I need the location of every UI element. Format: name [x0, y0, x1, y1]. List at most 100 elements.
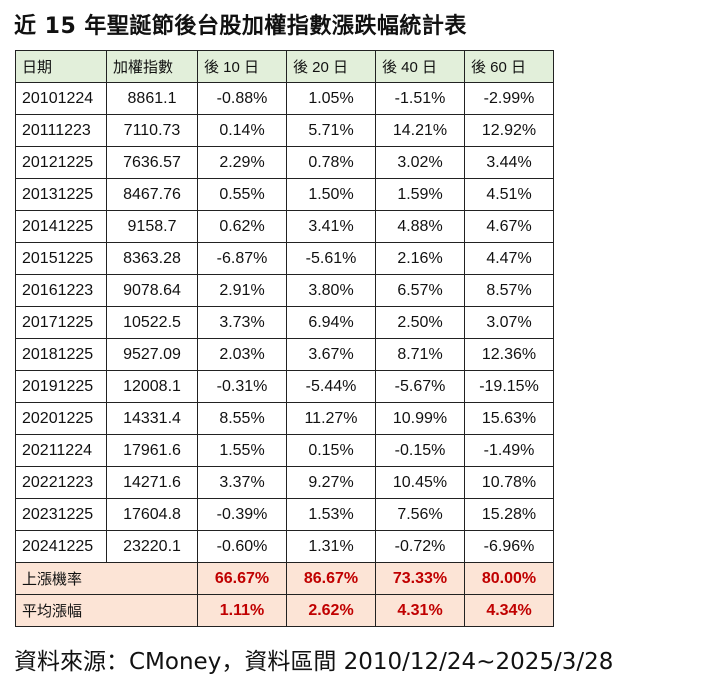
source-note: 資料來源：CMoney，資料區間 2010/12/24~2025/3/28	[14, 649, 614, 675]
change-cell: 12.36%	[464, 338, 554, 371]
change-cell: -5.61%	[286, 242, 376, 275]
change-cell: 1.05%	[286, 82, 376, 115]
change-cell: 3.44%	[464, 146, 554, 179]
change-cell: -6.96%	[464, 530, 554, 563]
summary-label: 上漲機率	[15, 562, 198, 595]
index-cell: 9158.7	[106, 210, 198, 243]
change-cell: 3.80%	[286, 274, 376, 307]
index-cell: 12008.1	[106, 370, 198, 403]
date-cell: 20111223	[15, 114, 107, 147]
change-cell: 3.02%	[375, 146, 465, 179]
change-cell: -0.39%	[197, 498, 287, 531]
date-cell: 20211224	[15, 434, 107, 467]
change-cell: -0.88%	[197, 82, 287, 115]
date-cell: 20191225	[15, 370, 107, 403]
change-cell: 11.27%	[286, 402, 376, 435]
table-row: 20121225 7636.57 2.29% 0.78% 3.02% 3.44%	[15, 146, 554, 179]
change-cell: 7.56%	[375, 498, 465, 531]
summary-value: 66.67%	[197, 562, 287, 595]
index-cell: 14331.4	[106, 402, 198, 435]
change-cell: 14.21%	[375, 114, 465, 147]
index-cell: 23220.1	[106, 530, 198, 563]
table-row: 20151225 8363.28 -6.87% -5.61% 2.16% 4.47%	[15, 242, 554, 275]
summary-value: 4.31%	[375, 594, 465, 627]
column-header: 後 20 日	[286, 50, 376, 83]
change-cell: 1.59%	[375, 178, 465, 211]
summary-value: 80.00%	[464, 562, 554, 595]
change-cell: 2.91%	[197, 274, 287, 307]
date-cell: 20181225	[15, 338, 107, 371]
change-cell: -5.67%	[375, 370, 465, 403]
change-cell: 10.99%	[375, 402, 465, 435]
change-cell: 8.71%	[375, 338, 465, 371]
summary-row: 上漲機率 66.67% 86.67% 73.33% 80.00%	[15, 562, 554, 595]
column-header: 後 10 日	[197, 50, 287, 83]
date-cell: 20171225	[15, 306, 107, 339]
column-header: 後 60 日	[464, 50, 554, 83]
change-cell: 15.28%	[464, 498, 554, 531]
change-cell: 0.78%	[286, 146, 376, 179]
summary-value: 86.67%	[286, 562, 376, 595]
summary-label: 平均漲幅	[15, 594, 198, 627]
change-cell: -0.31%	[197, 370, 287, 403]
date-cell: 20241225	[15, 530, 107, 563]
summary-row: 平均漲幅 1.11% 2.62% 4.31% 4.34%	[15, 594, 554, 627]
change-cell: 4.47%	[464, 242, 554, 275]
change-cell: 12.92%	[464, 114, 554, 147]
change-cell: 2.29%	[197, 146, 287, 179]
change-cell: 3.73%	[197, 306, 287, 339]
summary-value: 1.11%	[197, 594, 287, 627]
change-cell: 10.45%	[375, 466, 465, 499]
index-cell: 8861.1	[106, 82, 198, 115]
index-cell: 14271.6	[106, 466, 198, 499]
change-cell: 2.16%	[375, 242, 465, 275]
table-row: 20241225 23220.1 -0.60% 1.31% -0.72% -6.96%	[15, 530, 554, 563]
change-cell: 3.67%	[286, 338, 376, 371]
column-header: 後 40 日	[375, 50, 465, 83]
table-row: 20231225 17604.8 -0.39% 1.53% 7.56% 15.28%	[15, 498, 554, 531]
change-cell: 6.57%	[375, 274, 465, 307]
change-cell: 9.27%	[286, 466, 376, 499]
change-cell: 4.51%	[464, 178, 554, 211]
index-cell: 9527.09	[106, 338, 198, 371]
summary-value: 4.34%	[464, 594, 554, 627]
change-cell: 1.50%	[286, 178, 376, 211]
table-row: 20101224 8861.1 -0.88% 1.05% -1.51% -2.99%	[15, 82, 554, 115]
change-cell: 1.55%	[197, 434, 287, 467]
index-cell: 9078.64	[106, 274, 198, 307]
table-header: 日期 加權指數後 10 日後 20 日後 40 日後 60 日	[15, 50, 554, 83]
change-cell: 8.55%	[197, 402, 287, 435]
summary-value: 2.62%	[286, 594, 376, 627]
change-cell: -19.15%	[464, 370, 554, 403]
table-row: 20221223 14271.6 3.37% 9.27% 10.45% 10.78%	[15, 466, 554, 499]
date-cell: 20201225	[15, 402, 107, 435]
change-cell: 0.14%	[197, 114, 287, 147]
table-row: 20181225 9527.09 2.03% 3.67% 8.71% 12.36%	[15, 338, 554, 371]
change-cell: 0.62%	[197, 210, 287, 243]
date-cell: 20131225	[15, 178, 107, 211]
table-row: 20201225 14331.4 8.55% 11.27% 10.99% 15.63%	[15, 402, 554, 435]
change-cell: 0.55%	[197, 178, 287, 211]
table-row: 20131225 8467.76 0.55% 1.50% 1.59% 4.51%	[15, 178, 554, 211]
table-row: 20141225 9158.7 0.62% 3.41% 4.88% 4.67%	[15, 210, 554, 243]
index-cell: 7636.57	[106, 146, 198, 179]
change-cell: -6.87%	[197, 242, 287, 275]
column-header: 加權指數	[106, 50, 198, 83]
page-title: 近 15 年聖誕節後台股加權指數漲跌幅統計表	[14, 14, 467, 39]
column-header: 日期	[15, 50, 107, 83]
change-cell: 2.50%	[375, 306, 465, 339]
change-cell: 10.78%	[464, 466, 554, 499]
change-cell: 8.57%	[464, 274, 554, 307]
index-cell: 8467.76	[106, 178, 198, 211]
change-cell: -0.15%	[375, 434, 465, 467]
summary-value: 73.33%	[375, 562, 465, 595]
change-cell: 3.07%	[464, 306, 554, 339]
change-cell: 0.15%	[286, 434, 376, 467]
change-cell: 4.88%	[375, 210, 465, 243]
table-row: 20161223 9078.64 2.91% 3.80% 6.57% 8.57%	[15, 274, 554, 307]
change-cell: 1.53%	[286, 498, 376, 531]
date-cell: 20161223	[15, 274, 107, 307]
change-cell: -5.44%	[286, 370, 376, 403]
change-cell: -1.51%	[375, 82, 465, 115]
table-row: 20211224 17961.6 1.55% 0.15% -0.15% -1.49%	[15, 434, 554, 467]
